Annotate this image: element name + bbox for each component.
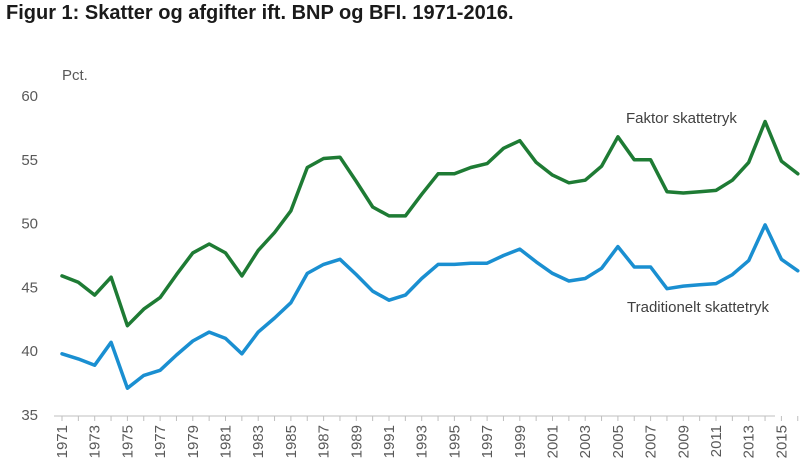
series-labels: Faktor skattetryk Traditionelt skattetryk (626, 110, 769, 316)
y-axis: 35 40 45 50 55 60 (21, 88, 38, 424)
x-tick-label: 2013 (741, 425, 758, 458)
x-tick-label: 2005 (610, 425, 627, 458)
x-tick-label: 2015 (773, 425, 790, 458)
x-tick-label: 2011 (708, 425, 725, 457)
y-axis-unit-label: Pct. (62, 67, 88, 84)
x-tick-label: 1975 (119, 425, 136, 458)
x-tick-label: 1979 (185, 425, 202, 458)
series-line (60, 119, 800, 328)
x-tick-label: 1971 (54, 425, 71, 458)
x-tick-label: 2001 (545, 425, 562, 458)
x-tick-label: 1999 (512, 425, 529, 458)
series-name-label: Traditionelt skattetryk (627, 299, 769, 316)
x-tick-label: 1983 (250, 425, 267, 458)
x-tick-label: 1993 (414, 425, 431, 458)
x-tick-label: 1997 (479, 425, 496, 458)
x-tick-label: 1987 (316, 425, 333, 458)
chart-title: Figur 1: Skatter og afgifter ift. BNP og… (6, 2, 514, 24)
x-tick-label: 2007 (643, 425, 660, 458)
x-tick-label: 1973 (87, 425, 104, 458)
series-layer (60, 119, 800, 390)
x-axis: 1971 1973 1975 1977 1979 1981 1983 1985 1987 1989… (54, 415, 799, 458)
x-tick-label: 1989 (348, 425, 365, 458)
x-tick-label: 1995 (446, 425, 463, 458)
y-tick-label: 45 (21, 279, 38, 296)
y-tick-label: 55 (21, 152, 38, 169)
y-tick-label: 50 (21, 216, 38, 233)
x-tick-label: 2009 (675, 425, 692, 458)
series-line (60, 223, 800, 390)
x-tick-label: 1991 (381, 425, 398, 458)
x-tick-label: 1981 (218, 425, 235, 458)
x-tick-label: 1985 (283, 425, 300, 458)
series-name-label: Faktor skattetryk (626, 110, 737, 127)
y-tick-label: 40 (21, 343, 38, 360)
y-tick-label: 60 (21, 88, 38, 105)
x-tick-label: 1977 (152, 425, 169, 458)
y-tick-label: 35 (21, 407, 38, 424)
x-tick-label: 2003 (577, 425, 594, 458)
